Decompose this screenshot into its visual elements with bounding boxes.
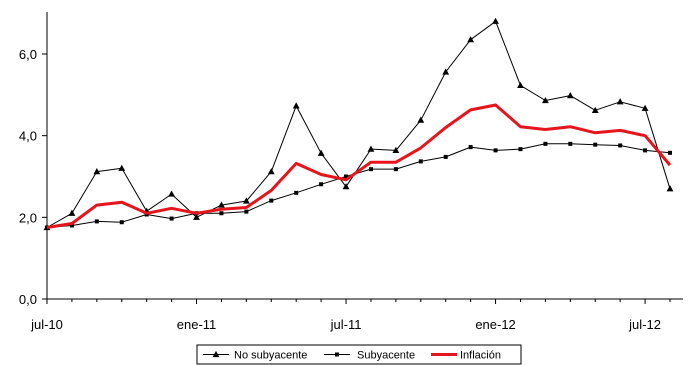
data-point: [518, 147, 523, 152]
series-line: [46, 143, 671, 228]
data-point: [319, 182, 324, 187]
data-point: [119, 220, 124, 225]
data-point: [244, 209, 249, 214]
data-point: [335, 352, 339, 357]
data-point: [169, 216, 174, 221]
legend-label: No subyacente: [234, 350, 307, 362]
data-point: [616, 98, 624, 105]
series-subyacente: [45, 141, 672, 230]
y-tick-label: 2,0: [19, 210, 37, 225]
data-point: [118, 164, 126, 171]
data-point: [517, 81, 524, 89]
data-point: [344, 174, 349, 179]
data-point: [168, 190, 175, 197]
data-point: [417, 116, 425, 123]
data-point: [393, 167, 398, 172]
x-tick-label: jul-11: [330, 317, 362, 332]
data-point: [493, 148, 498, 153]
data-point: [342, 183, 350, 190]
data-point: [467, 36, 475, 43]
series-line: [46, 103, 672, 229]
data-point: [68, 209, 76, 216]
data-point: [392, 146, 400, 153]
x-tick-label: jul-10: [30, 317, 63, 332]
series-inflacion: [46, 103, 672, 229]
data-point: [267, 168, 275, 175]
data-point: [641, 104, 649, 111]
data-point: [368, 167, 373, 172]
plot-area: 0,02,04,06,0 jul-10 ene-11 jul-11 ene-12 jul…: [19, 12, 683, 332]
data-point: [45, 225, 49, 230]
y-tick-label: 0,0: [19, 292, 37, 307]
data-point: [317, 149, 325, 156]
y-axis-ticks: 0,0 2,0 4,0 6,0: [19, 47, 47, 307]
data-point: [668, 150, 672, 155]
data-point: [666, 185, 674, 192]
x-axis-ticks: jul-10 ene-11 jul-11 ene-12 jul-12: [30, 299, 671, 332]
data-point: [468, 145, 473, 150]
legend-box: [196, 344, 522, 365]
legend-entry: Inflación: [431, 350, 501, 362]
data-point: [93, 168, 101, 175]
data-point: [269, 198, 274, 203]
legend-label: Inflación: [460, 350, 501, 362]
legend-label: Subyacente: [357, 350, 415, 362]
x-tick-label: ene-12: [475, 317, 515, 332]
legend-entry: No subyacente: [203, 350, 307, 362]
data-point: [219, 211, 224, 216]
series-layer: [43, 17, 674, 231]
data-point: [292, 102, 300, 109]
data-point: [443, 154, 448, 159]
data-point: [492, 17, 499, 24]
x-tick-label: ene-11: [177, 317, 217, 332]
series-no-subyacente: [43, 17, 674, 231]
legend: No subyacente Subyacente Inflación: [196, 344, 522, 365]
y-tick-label: 6,0: [19, 47, 37, 62]
legend-entry: Subyacente: [324, 350, 415, 362]
data-point: [566, 92, 574, 99]
data-point: [242, 197, 250, 204]
data-point: [218, 201, 225, 208]
data-point: [643, 148, 648, 153]
data-point: [591, 106, 599, 113]
data-point: [593, 142, 598, 147]
x-tick-label: jul-12: [628, 317, 661, 332]
data-point: [542, 96, 549, 104]
data-point: [543, 141, 548, 146]
data-point: [212, 350, 220, 358]
data-point: [442, 68, 450, 75]
data-point: [618, 143, 623, 148]
data-point: [69, 223, 74, 228]
data-point: [418, 159, 423, 164]
y-tick-label: 4,0: [19, 129, 37, 144]
series-line: [46, 20, 671, 228]
data-point: [94, 219, 99, 224]
data-point: [193, 213, 200, 220]
data-point: [568, 141, 573, 146]
data-point: [294, 190, 299, 195]
data-point: [367, 145, 375, 152]
